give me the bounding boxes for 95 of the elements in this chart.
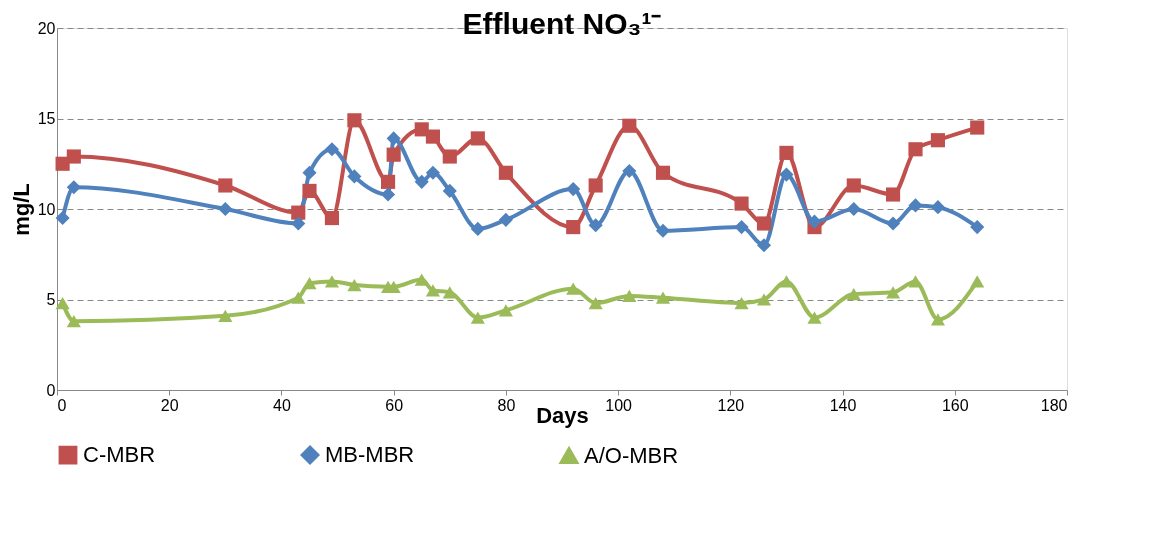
point: [324, 275, 340, 288]
point: [66, 180, 81, 195]
y-tick-label: 10: [37, 200, 56, 218]
y-tick-label: 0: [46, 381, 56, 399]
point: [414, 174, 429, 189]
legend-label: C-MBR: [83, 442, 156, 468]
point: [566, 182, 581, 197]
point: [846, 201, 861, 217]
point: [734, 220, 749, 235]
point: [291, 205, 306, 220]
point: [846, 287, 861, 301]
x-tick-label: 120: [717, 396, 745, 414]
x-tick-label: 80: [497, 396, 516, 414]
x-tick-label: 0: [57, 396, 67, 414]
point: [324, 142, 340, 157]
point: [846, 178, 861, 193]
point: [302, 277, 317, 290]
y-axis-title: mg/L: [8, 183, 34, 236]
point: [566, 282, 581, 295]
point: [470, 221, 485, 236]
point: [218, 309, 233, 322]
point: [425, 284, 441, 297]
point: [442, 183, 457, 198]
point: [66, 149, 81, 164]
point: [498, 165, 513, 180]
point: [885, 216, 901, 231]
point: [655, 291, 671, 304]
point: [622, 289, 637, 302]
point: [970, 120, 985, 135]
point: [302, 183, 317, 198]
point: [498, 212, 513, 227]
legend-label: A/O-MBR: [584, 442, 679, 468]
x-tick-label: 60: [385, 396, 404, 414]
x-axis-title: Days: [536, 402, 589, 428]
point: [347, 113, 362, 128]
point: [779, 167, 794, 182]
y-tick-label: 15: [37, 110, 56, 127]
point: [908, 142, 923, 157]
point: [588, 218, 603, 233]
point: [498, 304, 513, 317]
point: [734, 196, 749, 211]
point: [588, 297, 603, 310]
point: [756, 238, 772, 253]
point: [302, 165, 317, 180]
point: [807, 311, 822, 324]
point: [425, 129, 441, 144]
point: [655, 223, 671, 238]
point: [756, 216, 772, 231]
point: [885, 187, 901, 202]
point: [66, 315, 81, 328]
point: [930, 313, 946, 326]
point: [347, 278, 362, 292]
point: [970, 275, 985, 288]
point: [425, 165, 441, 180]
point: [566, 220, 581, 235]
chart-title: Effluent NO₃¹⁻: [462, 7, 662, 40]
x-tick-label: 160: [941, 396, 969, 414]
point: [885, 286, 901, 299]
point: [779, 275, 794, 288]
point: [655, 165, 671, 180]
x-tick-label: 100: [605, 396, 633, 414]
point: [622, 163, 637, 179]
point: [756, 293, 772, 306]
point: [291, 291, 306, 304]
point: [779, 145, 794, 160]
point: [470, 311, 485, 324]
point: [908, 198, 923, 213]
x-tick-label: 20: [160, 396, 179, 414]
y-tick-label: 5: [46, 291, 56, 308]
point: [380, 187, 396, 202]
point: [970, 220, 985, 235]
point: [386, 131, 401, 146]
legend-label: MB-MBR: [325, 442, 415, 468]
point: [291, 216, 306, 231]
x-tick-label: 180: [1040, 396, 1068, 414]
point: [622, 118, 637, 133]
point: [807, 214, 822, 229]
point: [442, 286, 457, 299]
point: [386, 147, 401, 162]
point: [588, 178, 603, 193]
point: [930, 133, 946, 148]
point: [218, 201, 233, 217]
point: [734, 297, 749, 310]
point: [380, 174, 396, 189]
x-tick-label: 140: [829, 396, 857, 414]
point: [324, 210, 340, 226]
y-tick-label: 20: [37, 19, 56, 37]
point: [470, 131, 485, 146]
point: [55, 210, 70, 226]
point: [930, 200, 946, 215]
point: [218, 178, 233, 193]
point: [442, 149, 457, 164]
point: [55, 297, 70, 310]
x-tick-label: 40: [273, 396, 291, 414]
point: [347, 169, 362, 184]
